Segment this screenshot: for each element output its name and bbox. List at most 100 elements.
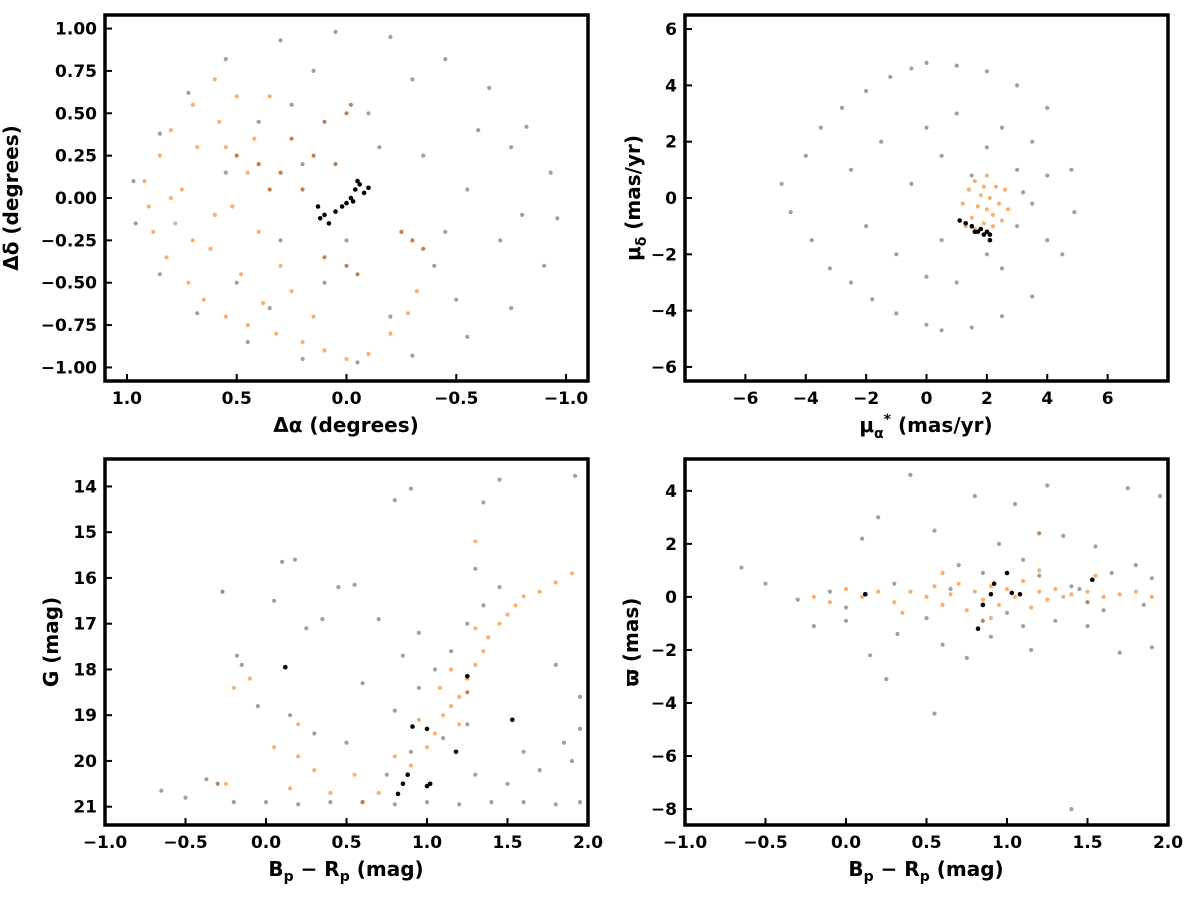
data-point-field [239,662,244,668]
x-tick-label: 0.5 [222,389,252,409]
data-point-field [408,749,413,754]
y-tick-label: 16 [73,569,97,589]
data-point-member_light [993,184,999,189]
x-tick-label: 1.0 [992,833,1022,853]
data-point-member_light [457,694,462,700]
y-tick-label: 19 [73,706,97,726]
data-point-field [289,102,294,107]
data-point-core [350,199,356,204]
data-point-member_light [569,571,575,576]
data-point-core [988,592,994,597]
panel-spatial: 1.0 0.5 0.0 −0.5 −1.0 1.00 0.75 0.50 0.25 0.00 −0.… [0,13,590,437]
data-point-field [932,711,937,716]
data-point-member_light [278,263,283,268]
data-point-field [300,162,305,167]
data-point-member_light [505,612,510,617]
data-point-field [157,131,162,136]
data-point-field [449,649,454,654]
data-point-field [908,472,913,477]
data-point-member_light [960,201,965,206]
data-point-field [133,221,138,226]
data-point-field [408,486,413,491]
data-point-member_light [1069,592,1074,597]
data-point-field [159,788,164,793]
data-point-member_light [296,754,301,759]
data-point-member_light [217,119,222,124]
data-point-member_light [168,195,173,201]
data-point-member_light [424,745,430,750]
data-point-member_dark [333,162,338,167]
data-point-field [255,704,260,709]
x-tick-label: −0.5 [163,833,207,853]
data-point-field [795,597,800,602]
data-point-field [328,800,333,805]
y-tick-label: 0.75 [55,62,97,82]
data-point-field [924,274,929,279]
data-point-field [131,179,136,184]
data-point-member_light [981,221,987,226]
data-point-field [454,297,459,302]
data-point-member_light [208,246,213,251]
data-point-field [969,325,974,330]
data-point-field [195,311,200,316]
data-point-field [1021,624,1026,629]
data-point-member_light [972,589,977,594]
data-point-member_dark [980,618,986,623]
data-point-member_light [892,600,897,605]
data-point-field [1109,570,1114,576]
data-point-core [453,749,459,755]
data-point-field [392,708,397,713]
x-axis-label-b: B [848,857,863,881]
data-point-member_light [972,179,977,184]
data-point-member_light [274,331,279,336]
data-point-field [972,494,977,499]
data-point-member_light [1037,589,1042,594]
data-point-member_light [900,610,905,615]
y-axis-label-unit: (mas/yr) [621,135,645,237]
data-point-field [1061,533,1066,539]
data-point-member_dark [300,187,305,192]
data-point-core [975,626,981,631]
data-point-field [1030,139,1035,144]
data-point-field [876,515,881,520]
data-point-member_light [441,713,446,718]
data-point-member_light [449,667,454,672]
data-point-field [263,800,269,805]
data-point-field [272,598,277,603]
data-point-core [510,717,515,723]
data-point-field [803,153,808,158]
data-point-member_light [908,589,913,594]
x-tick-label: −1.0 [544,389,589,409]
data-point-member_light [481,649,486,654]
y-tick-label: −6 [651,358,677,378]
data-point-member_light [311,314,316,319]
data-point-member_light [940,570,945,576]
data-point-member_light [948,592,953,597]
x-tick-label: 2 [981,389,993,409]
data-point-field [924,60,929,65]
data-point-member_light [981,184,987,189]
data-point-member_light [473,539,478,544]
data-point-field [481,500,486,505]
x-axis-label-sub-p2: p [920,869,930,885]
data-point-field [1069,167,1074,172]
data-point-core [987,237,993,243]
data-point-member_light [289,289,294,294]
data-point-field [333,29,338,34]
x-tick-label: 0.5 [331,833,361,853]
data-point-field [320,617,325,622]
points-layer [159,473,583,807]
data-point-field [932,528,937,533]
data-point-core [355,178,360,184]
data-point-member_light [252,136,257,141]
data-point-field [1149,645,1154,650]
data-point-core [322,212,327,218]
data-point-field [392,498,397,503]
data-point-field [267,306,272,311]
data-point-field [505,781,510,786]
data-point-field [432,263,437,268]
data-point-field [157,272,162,277]
data-point-member_dark [1037,531,1042,536]
data-point-field [1045,173,1050,178]
